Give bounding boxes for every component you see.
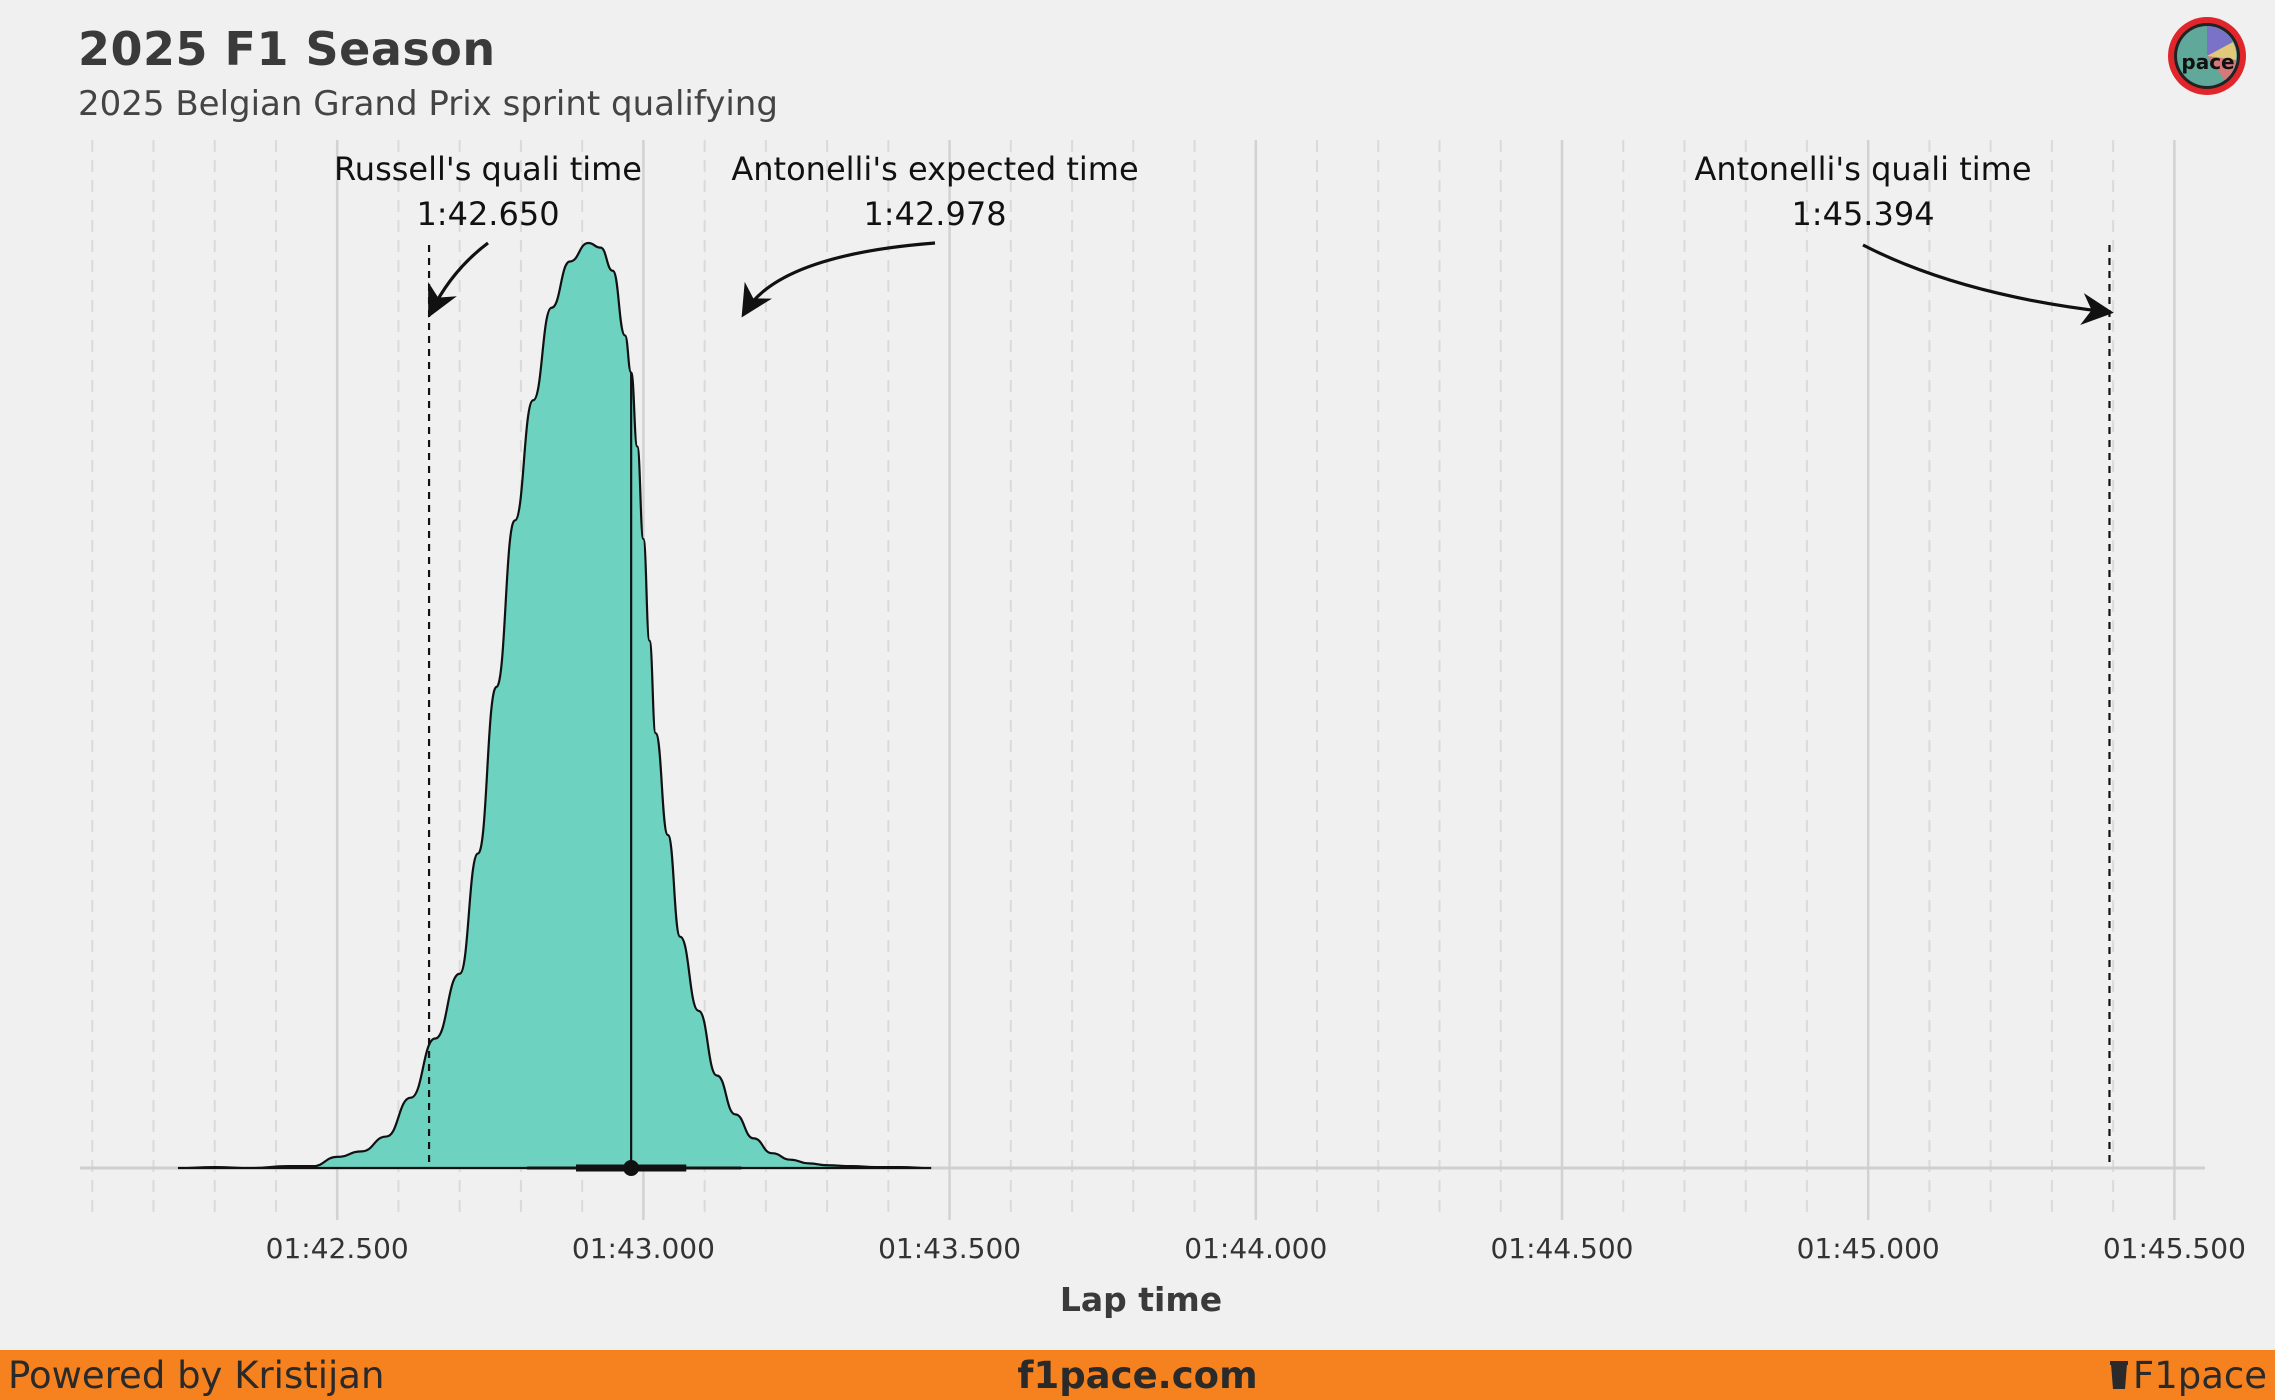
- chart-title: 2025 F1 Season: [78, 22, 496, 76]
- annotation-value: 1:42.978: [863, 195, 1006, 233]
- x-axis-label: Lap time: [1060, 1280, 1222, 1319]
- annotation-value: 1:45.394: [1791, 195, 1934, 233]
- annotation-label: Antonelli's quali time: [1694, 150, 2031, 188]
- grid-lines: [91, 140, 2176, 1220]
- annotation-label: Antonelli's expected time: [731, 150, 1138, 188]
- point-estimate: [623, 1160, 640, 1176]
- density-area: [177, 241, 932, 1170]
- footer-brand-text: F1pace: [2132, 1353, 2267, 1397]
- chart-subtitle: 2025 Belgian Grand Prix sprint qualifyin…: [78, 84, 778, 124]
- x-tick-label: 01:45.000: [1797, 1232, 1940, 1265]
- footer-website-link[interactable]: f1pace.com: [1017, 1353, 1258, 1397]
- footer-bar: Powered by Kristijan f1pace.com F1pace: [0, 1350, 2275, 1400]
- x-tick-label: 01:42.500: [266, 1232, 409, 1265]
- annotation-arrow: [428, 241, 489, 318]
- footer-brand: F1pace: [2109, 1354, 2267, 1397]
- annotation-value: 1:42.650: [416, 195, 559, 233]
- x-tick-labels: 01:42.500 01:43.000 01:43.500 01:44.000 01:4…: [266, 1232, 2246, 1265]
- annotation-arrow: [1862, 243, 2114, 325]
- annotation-label: Russell's quali time: [334, 150, 642, 188]
- x-tick-label: 01:43.500: [878, 1232, 1021, 1265]
- annotation-arrow: [741, 241, 936, 318]
- x-tick-label: 01:43.000: [572, 1232, 715, 1265]
- x-tick-label: 01:44.500: [1490, 1232, 1633, 1265]
- pace-logo-icon: pace: [2168, 17, 2246, 95]
- reference-lines: [427, 245, 2111, 1168]
- annotations: Russell's quali time 1:42.650 Antonelli's …: [334, 150, 2114, 325]
- x-tick-label: 01:44.000: [1184, 1232, 1327, 1265]
- footer-credit: Powered by Kristijan: [8, 1353, 385, 1397]
- cup-icon: [2109, 1361, 2128, 1389]
- svg-text:pace: pace: [2181, 50, 2234, 74]
- x-tick-label: 01:45.500: [2103, 1232, 2246, 1265]
